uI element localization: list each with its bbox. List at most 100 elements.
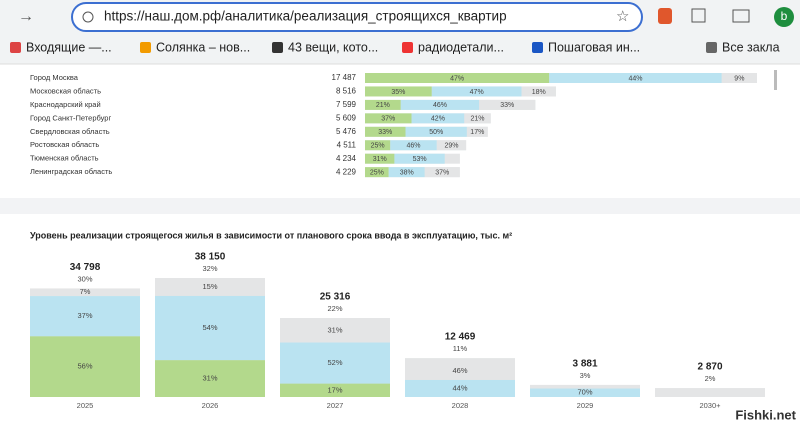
bookmark-icon [402, 42, 413, 53]
segment [155, 360, 265, 397]
region-label: Город Москва [30, 73, 79, 82]
bookmark-icon [272, 42, 283, 53]
bookmark[interactable]: Все закла [722, 40, 780, 54]
segment-label: 70% [577, 388, 592, 397]
year-label: 2028 [452, 401, 469, 410]
total-label: 4 234 [336, 154, 357, 163]
address-bar[interactable] [71, 2, 643, 32]
segment-label: 31% [373, 156, 387, 163]
segment-label: 47% [470, 89, 484, 96]
segment-label: 15% [202, 282, 217, 291]
bookmark-icon [140, 42, 151, 53]
total-label: 2 870 [697, 362, 722, 373]
share-label: 32% [202, 264, 217, 273]
year-label: 2030+ [699, 401, 721, 410]
share-label: 3% [580, 371, 591, 380]
segment [721, 73, 757, 83]
segment-label: 37% [77, 311, 92, 320]
segment [521, 86, 556, 97]
back-button[interactable]: → [18, 8, 34, 25]
region-label: Ленинградская область [30, 167, 112, 176]
segment [405, 379, 515, 397]
total-label: 5 609 [336, 113, 357, 122]
scrollbar[interactable] [774, 70, 777, 90]
url[interactable]: https://наш.дом.рф/аналитика/реализация_… [104, 9, 507, 24]
year-label: 2027 [327, 401, 344, 410]
bookmark[interactable]: Пошаговая ин... [548, 40, 640, 54]
share-label: 11% [453, 344, 468, 353]
segment [405, 361, 515, 380]
segment [479, 99, 536, 110]
bookmark[interactable]: радиодетали... [418, 40, 504, 54]
total-label: 17 487 [332, 73, 357, 82]
segment-label: 31% [202, 374, 217, 383]
segment-label: 17% [470, 129, 484, 136]
segment-label: 29% [444, 143, 458, 150]
segment [464, 113, 491, 124]
segment [30, 336, 140, 397]
segment-label: 38% [400, 169, 414, 176]
segment [365, 99, 401, 110]
profile-avatar[interactable] [774, 7, 794, 27]
segment-label: 46% [407, 143, 421, 150]
segment [549, 73, 722, 83]
segment-label: 18% [532, 89, 546, 96]
segment-label: 25% [370, 169, 384, 176]
segment [280, 383, 390, 397]
bookmark-star[interactable]: ☆ [616, 8, 629, 25]
total-label: 25 316 [320, 292, 351, 303]
segment [365, 73, 550, 83]
bookmark[interactable]: Входящие —... [26, 40, 112, 54]
segment [394, 153, 445, 164]
segment-label: 53% [413, 156, 427, 163]
segment-label: 44% [452, 383, 467, 392]
total-label: 12 469 [445, 332, 476, 343]
segment-label: 7% [80, 287, 91, 296]
region-label: Московская область [30, 86, 101, 95]
segment [466, 126, 488, 137]
segment [530, 388, 640, 397]
segment-label: 31% [327, 325, 342, 334]
segment-label: 25% [371, 143, 385, 150]
segment-label: 46% [452, 366, 467, 375]
total-label: 7 599 [336, 100, 357, 109]
bookmark[interactable]: 43 вещи, кото... [288, 40, 378, 54]
extensions-button[interactable] [691, 8, 706, 23]
total-label: 4 229 [336, 167, 357, 176]
segment-label: 33% [500, 102, 514, 109]
segment [388, 167, 425, 178]
total-label: 3 881 [572, 359, 597, 370]
total-label: 5 476 [336, 127, 357, 136]
extension-icon[interactable] [658, 8, 672, 24]
segment [424, 167, 460, 178]
segment [280, 342, 390, 384]
segment [155, 295, 265, 361]
share-label: 22% [327, 304, 342, 313]
segment [436, 140, 467, 151]
site-info-icon[interactable] [82, 11, 94, 23]
segment-label: 33% [378, 129, 392, 136]
segment-label: 56% [77, 362, 92, 371]
segment [400, 99, 480, 110]
segment-label: 50% [429, 129, 443, 136]
region-label: Свердловская область [30, 127, 110, 136]
segment-label: 52% [327, 358, 342, 367]
region-label: Ростовская область [30, 140, 99, 149]
reading-list-button[interactable] [732, 9, 750, 23]
segment [365, 113, 412, 124]
total-label: 8 516 [336, 87, 357, 96]
total-label: 34 798 [70, 262, 101, 273]
segment-label: 44% [628, 75, 642, 82]
region-label: Город Санкт-Петербург [30, 113, 111, 122]
segment-label: 21% [471, 116, 485, 123]
segment-label: 17% [327, 385, 342, 394]
segment-label: 47% [450, 75, 464, 82]
region-label: Тюменская область [30, 154, 99, 163]
segment [30, 288, 140, 297]
segment [365, 167, 389, 178]
bookmark[interactable]: Солянка – нов... [156, 40, 250, 54]
segment-label: 37% [435, 169, 449, 176]
segment-label: 46% [433, 102, 447, 109]
